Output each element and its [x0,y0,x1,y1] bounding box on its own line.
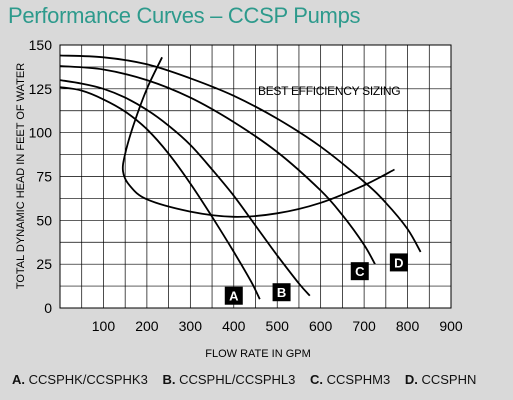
curve-b [59,79,311,297]
x-tick-label: 300 [179,318,203,334]
curve-a [59,86,261,300]
curve-d [59,54,422,253]
curve-labels: A B C D [224,253,408,305]
x-tick-label: 400 [222,318,246,334]
chart-title: Performance Curves – CCSP Pumps [8,3,361,28]
curves [59,54,422,300]
svg-text:D: D [394,255,403,270]
legend-item-a: A. CCSPHK/CCSPHK3 [12,372,148,387]
best-efficiency-label: BEST EFFICIENCY SIZING [258,84,400,98]
x-tick-label: 100 [92,318,116,334]
x-tick-label: 900 [439,318,463,334]
svg-text:A: A [229,289,239,304]
y-tick-label: 75 [36,169,52,185]
curve-label-c: C [350,262,369,281]
y-tick-label: 50 [36,212,52,228]
x-tick-label: 200 [135,318,159,334]
svg-text:C: C [355,264,365,279]
legend: A. CCSPHK/CCSPHK3 B. CCSPHL/CCSPHL3 C. C… [12,372,512,387]
curve-label-d: D [389,253,408,272]
y-tick-label: 100 [29,125,53,141]
curve-label-b: B [272,283,291,302]
y-axis-label: TOTAL DYNAMIC HEAD IN FEET OF WATER [15,63,27,289]
x-tick-label: 500 [266,318,290,334]
x-axis-label: FLOW RATE IN GPM [205,348,311,360]
x-tick-label: 700 [352,318,376,334]
legend-item-d: D. CCSPHN [404,372,477,387]
curve-c [59,65,376,265]
axis-ticks: 100 200 300 400 500 600 700 800 900 0 25 50 75 100 125… [29,37,463,334]
svg-text:B: B [277,285,286,300]
curve-label-a: A [224,286,243,305]
x-tick-label: 600 [309,318,333,334]
x-tick-label: 800 [396,318,420,334]
y-tick-label: 125 [29,81,53,97]
best-efficiency-curve [121,56,395,218]
legend-item-c: C. CCSPHM3 [310,372,391,387]
y-tick-label: 25 [36,256,52,272]
legend-item-b: B. CCSPHL/CCSPHL3 [162,372,296,387]
y-tick-label: 0 [44,300,52,316]
y-tick-label: 150 [29,37,53,53]
